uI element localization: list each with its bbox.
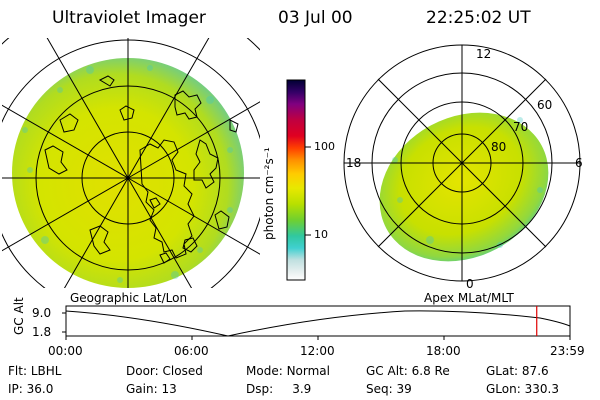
colorbar (286, 79, 306, 281)
status-seq: Seq: 39 (366, 382, 412, 396)
colorbar-tick-label-100: 100 (314, 140, 335, 153)
status-glon: GLon: 330.3 (486, 382, 559, 396)
status-filter: Flt: LBHL (8, 364, 62, 378)
timeline-y-tick-top: 9.0 (32, 306, 52, 320)
mlat-label-70: 70 (513, 120, 529, 134)
mlt-label-0: 0 (466, 277, 474, 291)
mlat-label-60: 60 (537, 98, 553, 112)
colorbar-unit-label: photon cm⁻²s⁻¹ (262, 147, 276, 240)
geographic-caption: Geographic Lat/Lon (70, 291, 188, 305)
geographic-map (2, 38, 260, 288)
mlt-label-12: 12 (476, 47, 492, 61)
date-label: 03 Jul 00 (278, 8, 353, 28)
timeline-x-tick-0: 00:00 (48, 344, 83, 358)
colorbar-tick-label-10: 10 (314, 228, 328, 241)
timeline-y-tick-bottom: 1.8 (32, 325, 52, 339)
timeline-x-tick-2: 12:00 (300, 344, 335, 358)
magnetic-polar-map (343, 44, 581, 282)
status-glat: GLat: 87.6 (486, 364, 549, 378)
status-ip: IP: 36.0 (8, 382, 54, 396)
coastlines (44, 75, 239, 264)
timeline-x-tick-1: 06:00 (174, 344, 209, 358)
timeline-x-tick-3: 18:00 (426, 344, 461, 358)
time-label: 22:25:02 UT (426, 8, 531, 28)
magnetic-caption: Apex MLat/MLT (424, 291, 514, 305)
app-title: Ultraviolet Imager (52, 8, 206, 28)
timeline-frame (65, 305, 571, 337)
mlt-label-18: 18 (346, 156, 362, 170)
status-gain: Gain: 13 (126, 382, 177, 396)
altitude-curve (65, 310, 571, 337)
altitude-timeline (62, 305, 571, 340)
auroral-emission-right (379, 112, 549, 262)
mlat-label-80: 80 (491, 140, 507, 154)
status-mode: Mode: Normal (246, 364, 330, 378)
status-door: Door: Closed (126, 364, 203, 378)
status-dsp: Dsp: 3.9 (246, 382, 312, 396)
status-gc-alt: GC Alt: 6.8 Re (366, 364, 450, 378)
mlt-label-6: 6 (575, 156, 583, 170)
timeline-x-tick-4: 23:59 (550, 344, 585, 358)
timeline-y-label: GC Alt (12, 297, 26, 335)
